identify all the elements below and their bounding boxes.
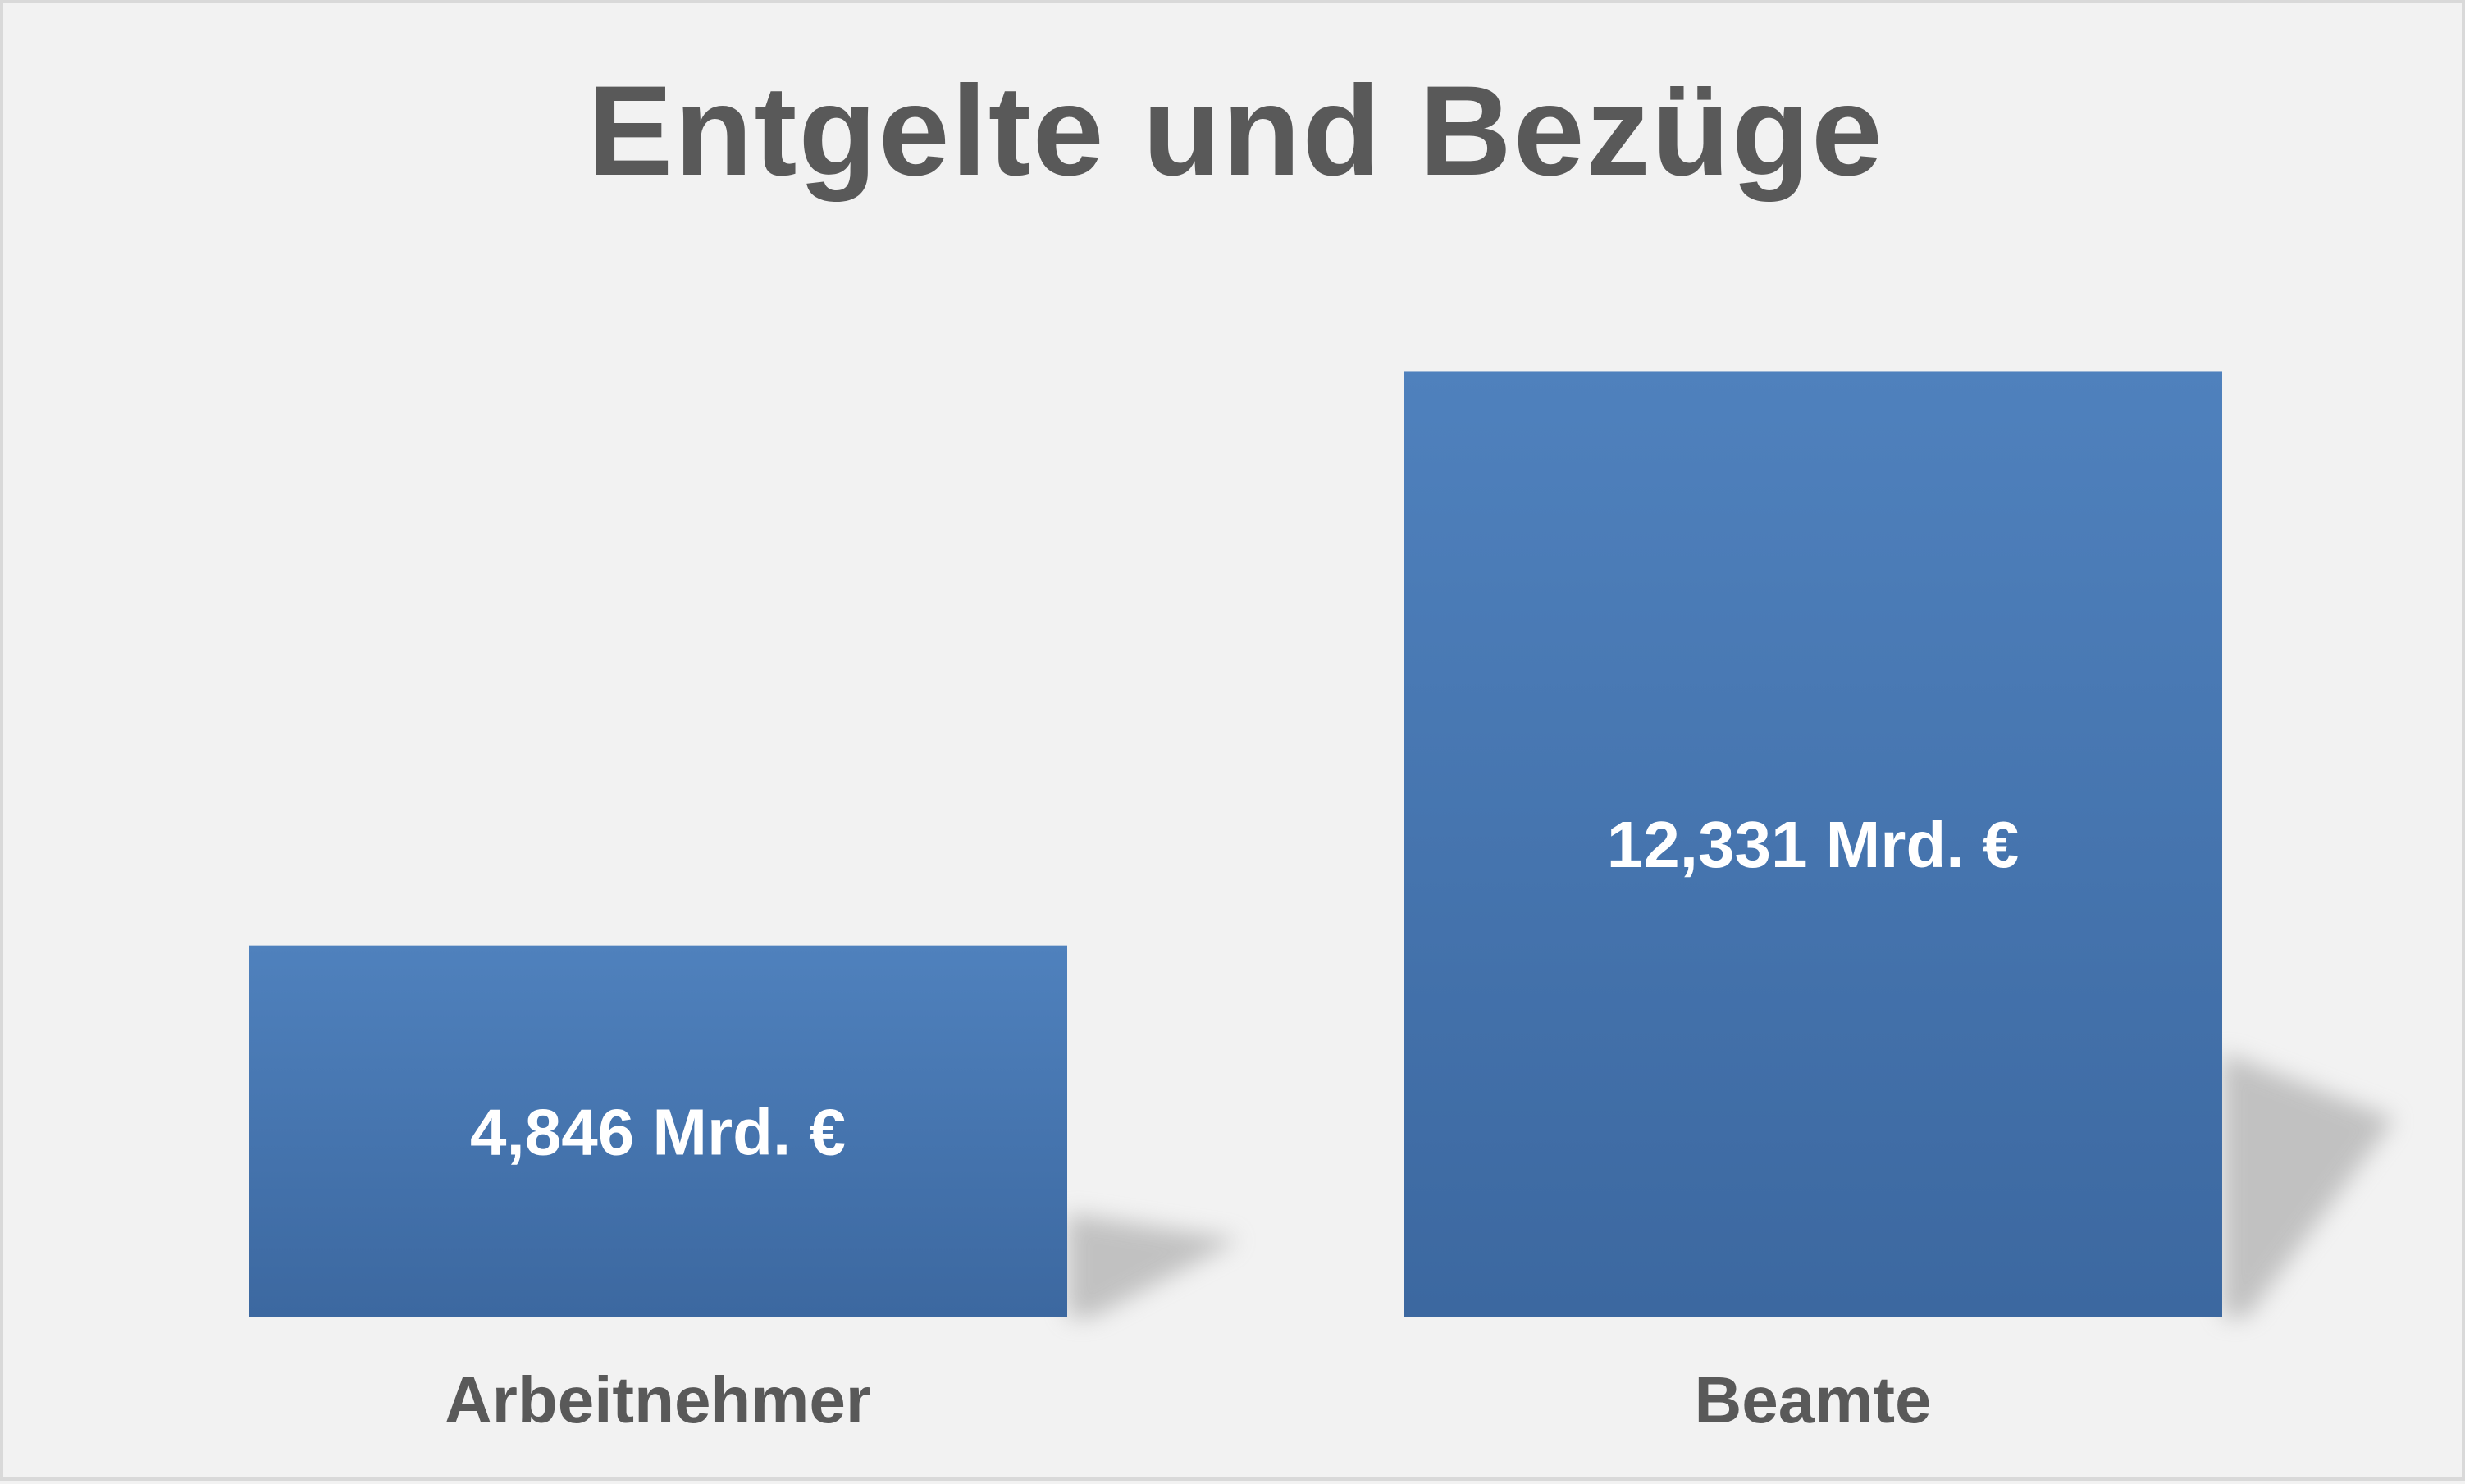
bar-shadow <box>1067 1213 1239 1317</box>
bar-shadow <box>2222 1052 2394 1317</box>
bar-beamte <box>1404 371 2222 1317</box>
bar-arbeitnehmer <box>249 945 1067 1317</box>
category-label: Beamte <box>1694 1363 1931 1436</box>
category-labels-group: Arbeitnehmer Beamte <box>445 1363 1932 1436</box>
value-label: 4,846 Mrd. € <box>470 1095 846 1168</box>
bars-group <box>249 371 2222 1317</box>
chart-title: Entgelte und Bezüge <box>587 60 1884 203</box>
category-label: Arbeitnehmer <box>445 1363 871 1436</box>
bar-chart: 4,846 Mrd. € 12,331 Mrd. € Arbeitnehmer Be… <box>249 371 2394 1436</box>
value-labels-group: 4,846 Mrd. € 12,331 Mrd. € <box>470 808 2019 1168</box>
value-label: 12,331 Mrd. € <box>1607 808 2020 881</box>
bar-shadows <box>1067 1052 2394 1317</box>
